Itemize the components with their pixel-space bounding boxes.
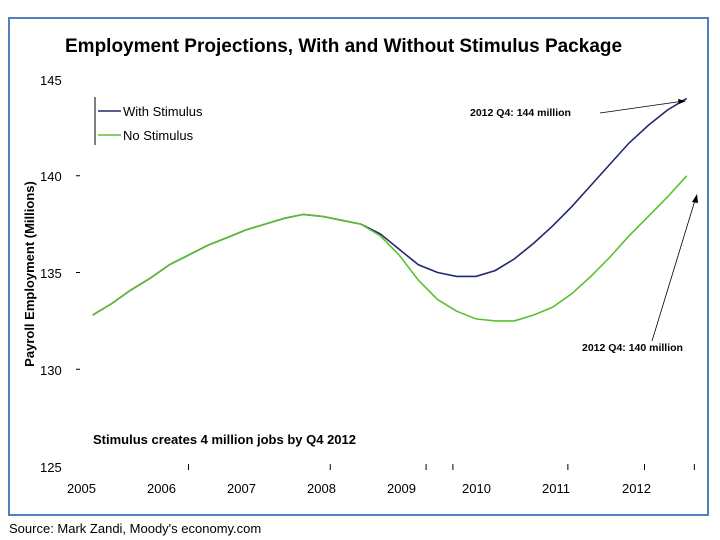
x-tick-label: 2011 xyxy=(542,481,570,496)
annotation-arrowhead-with-stimulus xyxy=(678,99,686,104)
series-line-no-stimulus xyxy=(92,175,688,322)
annotation-arrowhead-no-stimulus xyxy=(692,194,698,203)
x-tick-label: 2010 xyxy=(462,481,491,496)
annotation-arrow-with-stimulus xyxy=(599,100,685,114)
x-tick-label: 2007 xyxy=(227,481,256,496)
x-tick-labels: 2005 2006 2007 2008 2009 2010 2011 2012 xyxy=(67,481,651,496)
annotation-arrow-no-stimulus xyxy=(651,196,697,342)
x-tick-label: 2005 xyxy=(67,481,96,496)
series-layer xyxy=(92,97,688,322)
x-tick-label: 2006 xyxy=(147,481,176,496)
annotation-with-stimulus: 2012 Q4: 144 million xyxy=(470,107,571,119)
y-tick-labels: 125 130 135 140 145 xyxy=(40,73,62,475)
x-tick-label: 2012 xyxy=(622,481,651,496)
legend-label-no-stimulus: No Stimulus xyxy=(123,128,194,143)
y-tick-label: 135 xyxy=(40,266,62,281)
legend: With Stimulus No Stimulus xyxy=(94,97,203,145)
x-tick-label: 2008 xyxy=(307,481,336,496)
chart: Employment Projections, With and Without… xyxy=(22,36,698,496)
source-note: Source: Mark Zandi, Moody's economy.com xyxy=(9,521,262,536)
annotation-jobs-note: Stimulus creates 4 million jobs by Q4 20… xyxy=(93,432,356,447)
y-tick-marks xyxy=(76,175,80,370)
y-tick-label: 130 xyxy=(40,363,62,378)
y-tick-label: 145 xyxy=(40,73,62,88)
legend-label-with-stimulus: With Stimulus xyxy=(123,104,203,119)
annotation-no-stimulus: 2012 Q4: 140 million xyxy=(582,342,683,354)
x-tick-label: 2009 xyxy=(387,481,416,496)
x-tick-marks xyxy=(187,464,695,470)
y-tick-label: 140 xyxy=(40,169,62,184)
y-axis-label: Payroll Employment (Millions) xyxy=(22,181,37,367)
y-tick-label: 125 xyxy=(40,460,62,475)
chart-frame: Employment Projections, With and Without… xyxy=(8,17,709,516)
chart-title: Employment Projections, With and Without… xyxy=(65,36,622,57)
